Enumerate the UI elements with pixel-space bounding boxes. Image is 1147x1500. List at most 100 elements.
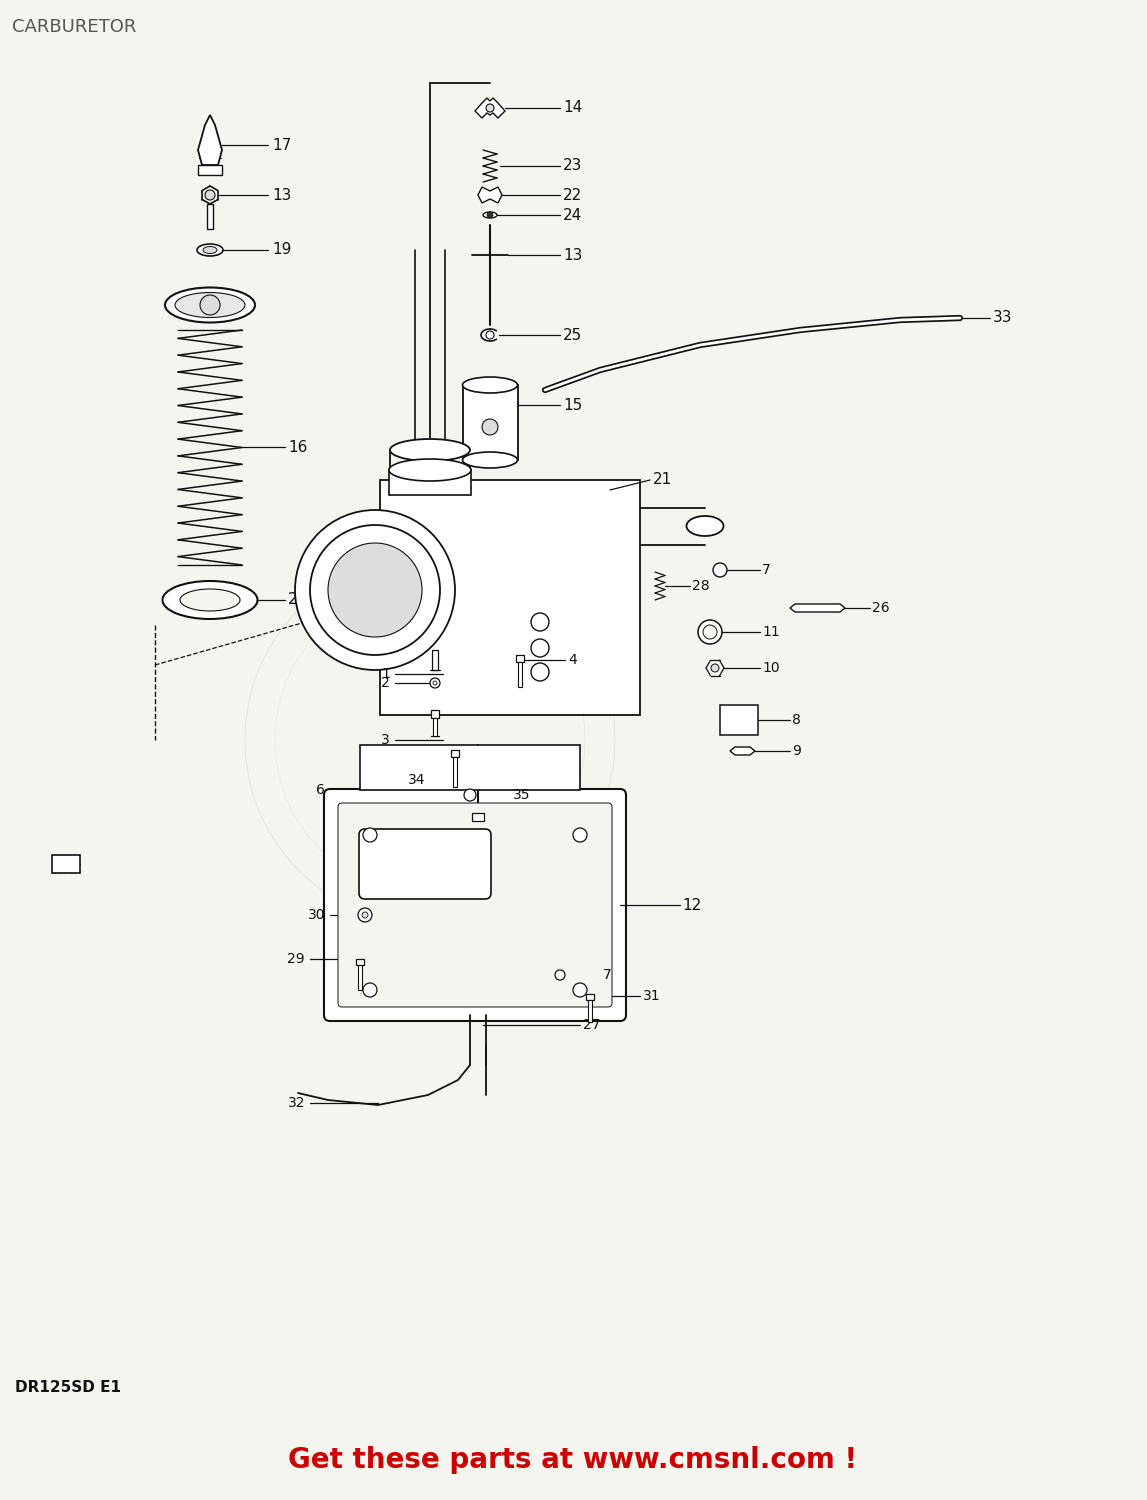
Bar [586, 994, 594, 1000]
Circle shape [486, 332, 494, 339]
Text: 34: 34 [407, 772, 426, 788]
FancyBboxPatch shape [359, 830, 491, 898]
Text: 15: 15 [563, 398, 583, 412]
Text: 8: 8 [791, 712, 801, 728]
Bar [380, 480, 640, 716]
Bar [198, 165, 223, 176]
Polygon shape [478, 188, 502, 202]
Ellipse shape [203, 246, 217, 254]
Text: CARBURETOR: CARBURETOR [11, 18, 136, 36]
Bar [588, 1000, 592, 1022]
Circle shape [434, 681, 437, 686]
Text: 12: 12 [682, 897, 701, 912]
Bar [453, 758, 457, 788]
Text: 28: 28 [692, 579, 710, 592]
Bar [358, 964, 362, 990]
Ellipse shape [389, 459, 471, 482]
Bar [473, 813, 484, 820]
Circle shape [531, 663, 549, 681]
Text: 6: 6 [317, 783, 325, 796]
Text: 30: 30 [307, 908, 325, 922]
Ellipse shape [180, 590, 240, 610]
Circle shape [711, 664, 719, 672]
Text: 17: 17 [272, 138, 291, 153]
Circle shape [487, 211, 493, 217]
Text: DR125SD E1: DR125SD E1 [15, 1380, 120, 1395]
Text: 11: 11 [762, 626, 780, 639]
Text: 31: 31 [643, 988, 661, 1004]
Text: 27: 27 [583, 1019, 601, 1032]
Text: 21: 21 [653, 472, 672, 488]
Text: 20: 20 [288, 592, 307, 608]
FancyBboxPatch shape [338, 802, 612, 1006]
Bar [463, 386, 518, 460]
Bar [360, 746, 580, 790]
Text: 25: 25 [563, 327, 583, 342]
Text: 33: 33 [993, 310, 1013, 326]
Circle shape [574, 982, 587, 998]
Circle shape [358, 908, 372, 922]
Bar [389, 470, 471, 495]
Ellipse shape [175, 292, 245, 318]
FancyBboxPatch shape [323, 789, 626, 1022]
Text: 35: 35 [513, 788, 531, 802]
Circle shape [486, 104, 494, 112]
Ellipse shape [165, 288, 255, 322]
Circle shape [482, 419, 498, 435]
Circle shape [713, 562, 727, 578]
Text: Get these parts at www.cmsnl.com !: Get these parts at www.cmsnl.com ! [288, 1446, 858, 1474]
Circle shape [574, 828, 587, 842]
Text: 22: 22 [563, 188, 583, 202]
Circle shape [699, 620, 721, 644]
Ellipse shape [483, 211, 497, 217]
Polygon shape [729, 747, 755, 754]
Ellipse shape [390, 440, 470, 460]
Ellipse shape [687, 516, 724, 536]
Text: 16: 16 [288, 440, 307, 454]
Ellipse shape [197, 244, 223, 256]
Bar [434, 718, 437, 736]
Ellipse shape [462, 376, 517, 393]
Bar [431, 710, 439, 718]
Circle shape [200, 296, 220, 315]
Circle shape [555, 970, 565, 980]
Bar [356, 958, 364, 964]
Text: 23: 23 [563, 159, 583, 174]
Text: 26: 26 [872, 602, 890, 615]
Text: 32: 32 [288, 1096, 305, 1110]
Circle shape [362, 828, 377, 842]
Circle shape [362, 912, 368, 918]
Polygon shape [790, 604, 845, 612]
Circle shape [362, 982, 377, 998]
Circle shape [295, 510, 455, 670]
Polygon shape [475, 98, 505, 118]
Text: 10: 10 [762, 662, 780, 675]
Text: 7: 7 [603, 968, 611, 982]
Text: www.cmsnl.com: www.cmsnl.com [368, 813, 492, 828]
Bar [720, 705, 758, 735]
Text: 13: 13 [272, 188, 291, 202]
Bar [518, 662, 522, 687]
Text: 24: 24 [563, 207, 583, 222]
Text: 19: 19 [272, 243, 291, 258]
Circle shape [205, 190, 214, 200]
Bar [206, 204, 213, 230]
Ellipse shape [462, 452, 517, 468]
Circle shape [531, 639, 549, 657]
Circle shape [310, 525, 440, 656]
Bar [516, 656, 524, 662]
Bar [432, 650, 438, 670]
Text: 3: 3 [381, 734, 390, 747]
Circle shape [531, 614, 549, 632]
Text: 9: 9 [791, 744, 801, 758]
Circle shape [703, 626, 717, 639]
Polygon shape [198, 116, 223, 165]
Bar [52, 855, 80, 873]
Circle shape [430, 678, 440, 688]
Ellipse shape [163, 580, 257, 620]
Text: 2: 2 [381, 676, 390, 690]
Text: 7: 7 [762, 562, 771, 578]
Text: 5: 5 [401, 748, 409, 762]
Circle shape [465, 789, 476, 801]
Circle shape [328, 543, 422, 638]
